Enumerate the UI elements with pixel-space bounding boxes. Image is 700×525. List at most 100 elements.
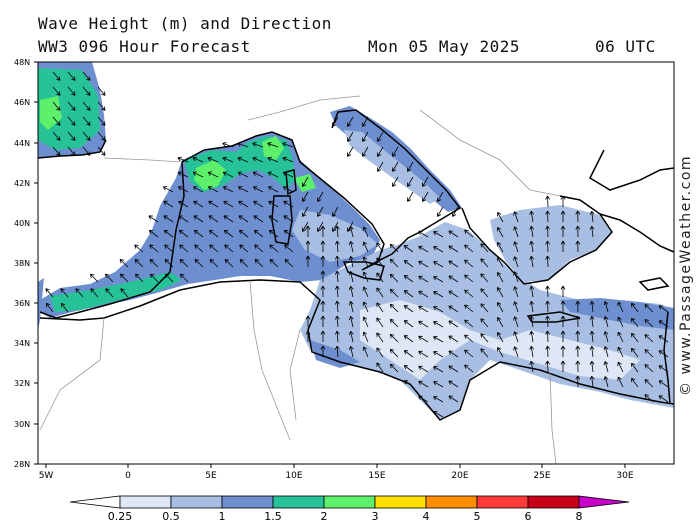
border-balkans xyxy=(419,109,561,197)
wave-direction-arrow xyxy=(320,345,326,358)
wave-direction-arrow xyxy=(658,320,669,328)
wave-direction-arrow xyxy=(239,244,249,253)
lat-label: 40N xyxy=(14,219,30,228)
wave-direction-arrow xyxy=(389,333,399,343)
wave-direction-arrow xyxy=(252,171,264,178)
wave-direction-arrow xyxy=(560,195,566,207)
wave-direction-arrow xyxy=(452,206,459,217)
lat-axis: 48N 46N 44N 42N 40N 38N 36N 34N 32N 30N … xyxy=(14,58,38,469)
wave-direction-arrow xyxy=(334,240,340,253)
wave-direction-arrow xyxy=(448,275,459,283)
wave-direction-arrow xyxy=(348,286,354,298)
lat-label: 38N xyxy=(14,259,30,268)
wave-direction-arrow xyxy=(97,146,106,156)
wave-direction-arrow xyxy=(207,171,219,178)
wave-direction-arrow xyxy=(237,142,249,148)
wave-direction-arrow xyxy=(575,360,581,373)
wave-direction-arrow xyxy=(575,330,581,343)
wave-direction-arrow xyxy=(348,256,354,268)
coast-cyprus xyxy=(638,277,670,291)
wave-direction-arrow xyxy=(302,191,309,202)
wave-direction-arrow xyxy=(162,186,174,193)
wave-direction-arrow xyxy=(208,229,219,238)
sea-corsica-peak xyxy=(294,174,316,192)
wave-direction-arrow xyxy=(589,360,595,373)
forecast-time: 06 UTC xyxy=(595,37,656,56)
wave-direction-arrow xyxy=(433,396,444,403)
wave-direction-arrow xyxy=(348,346,354,358)
wave-direction-arrow xyxy=(464,289,474,298)
coast-sardinia xyxy=(271,195,293,245)
wave-direction-arrow xyxy=(480,243,489,253)
wave-direction-arrow xyxy=(376,332,384,343)
wave-direction-arrow xyxy=(529,330,535,343)
wave-direction-arrow xyxy=(320,285,326,298)
wave-direction-arrow xyxy=(389,288,399,298)
wave-direction-arrow xyxy=(320,225,326,238)
wave-direction-arrow xyxy=(376,287,384,298)
wave-direction-arrow xyxy=(193,215,204,223)
colorbar-bin xyxy=(425,495,478,509)
wave-direction-arrow xyxy=(164,244,174,253)
wave-direction-arrow xyxy=(179,259,189,268)
wave-direction-arrow xyxy=(283,229,294,238)
wave-direction-arrow xyxy=(376,242,384,253)
wave-direction-arrow xyxy=(252,142,264,148)
wave-direction-arrow xyxy=(180,273,189,283)
lat-label: 36N xyxy=(14,299,30,308)
wave-direction-arrow xyxy=(448,380,459,388)
colorbar-tick: 1.5 xyxy=(264,510,282,523)
wave-direction-arrow xyxy=(305,330,311,343)
wave-direction-arrow xyxy=(377,131,384,142)
wave-direction-arrow xyxy=(223,229,234,238)
sea-central-med-calm xyxy=(360,300,640,380)
wave-direction-arrow xyxy=(418,380,429,388)
wave-direction-arrow xyxy=(332,206,339,217)
wave-direction-arrow xyxy=(560,210,566,222)
wave-direction-arrow xyxy=(52,116,61,126)
colorbar-bin xyxy=(374,495,427,509)
wave-direction-arrow xyxy=(194,259,204,268)
wave-direction-arrow xyxy=(603,301,609,313)
wave-direction-arrow xyxy=(448,350,459,358)
wave-direction-arrow xyxy=(348,331,354,343)
wave-direction-arrow xyxy=(433,276,444,283)
wave-direction-arrow xyxy=(403,365,414,373)
wave-direction-arrow xyxy=(497,272,504,283)
wave-direction-arrow xyxy=(644,349,654,358)
wave-direction-arrow xyxy=(238,229,249,238)
wave-direction-arrow xyxy=(603,361,609,373)
wave-direction-arrow xyxy=(334,300,340,313)
wave-direction-arrow xyxy=(305,315,311,328)
wave-direction-arrow xyxy=(513,286,519,298)
wave-direction-arrow xyxy=(448,305,459,313)
wave-direction-arrow xyxy=(631,332,639,343)
wave-direction-arrow xyxy=(497,212,504,223)
wave-direction-arrow xyxy=(348,301,354,313)
wave-direction-arrow xyxy=(418,245,429,253)
wave-direction-arrow xyxy=(464,304,474,313)
wave-direction-arrow xyxy=(177,171,189,178)
wave-direction-arrow xyxy=(603,331,609,343)
wave-direction-arrow xyxy=(320,330,326,343)
wave-direction-arrow xyxy=(82,116,91,126)
wave-direction-arrow xyxy=(644,364,654,373)
wave-direction-arrow xyxy=(237,171,249,178)
wave-direction-arrow xyxy=(464,229,474,238)
wave-direction-arrow xyxy=(448,320,459,328)
wave-direction-arrow xyxy=(282,156,294,163)
colorbar-bin xyxy=(323,495,376,509)
wave-direction-arrow xyxy=(464,274,474,283)
wave-direction-arrow xyxy=(348,271,354,283)
wave-direction-arrow xyxy=(60,288,69,298)
wave-direction-arrow xyxy=(589,375,595,388)
wave-direction-arrow xyxy=(403,275,414,283)
coast-france-italy xyxy=(203,109,462,271)
wave-direction-arrow xyxy=(545,300,551,313)
colorbar-max-arrow xyxy=(578,495,630,509)
wave-direction-arrow xyxy=(658,380,669,388)
wave-direction-arrow xyxy=(194,244,204,253)
wave-direction-arrow xyxy=(334,225,340,238)
wave-direction-arrow xyxy=(403,290,414,298)
